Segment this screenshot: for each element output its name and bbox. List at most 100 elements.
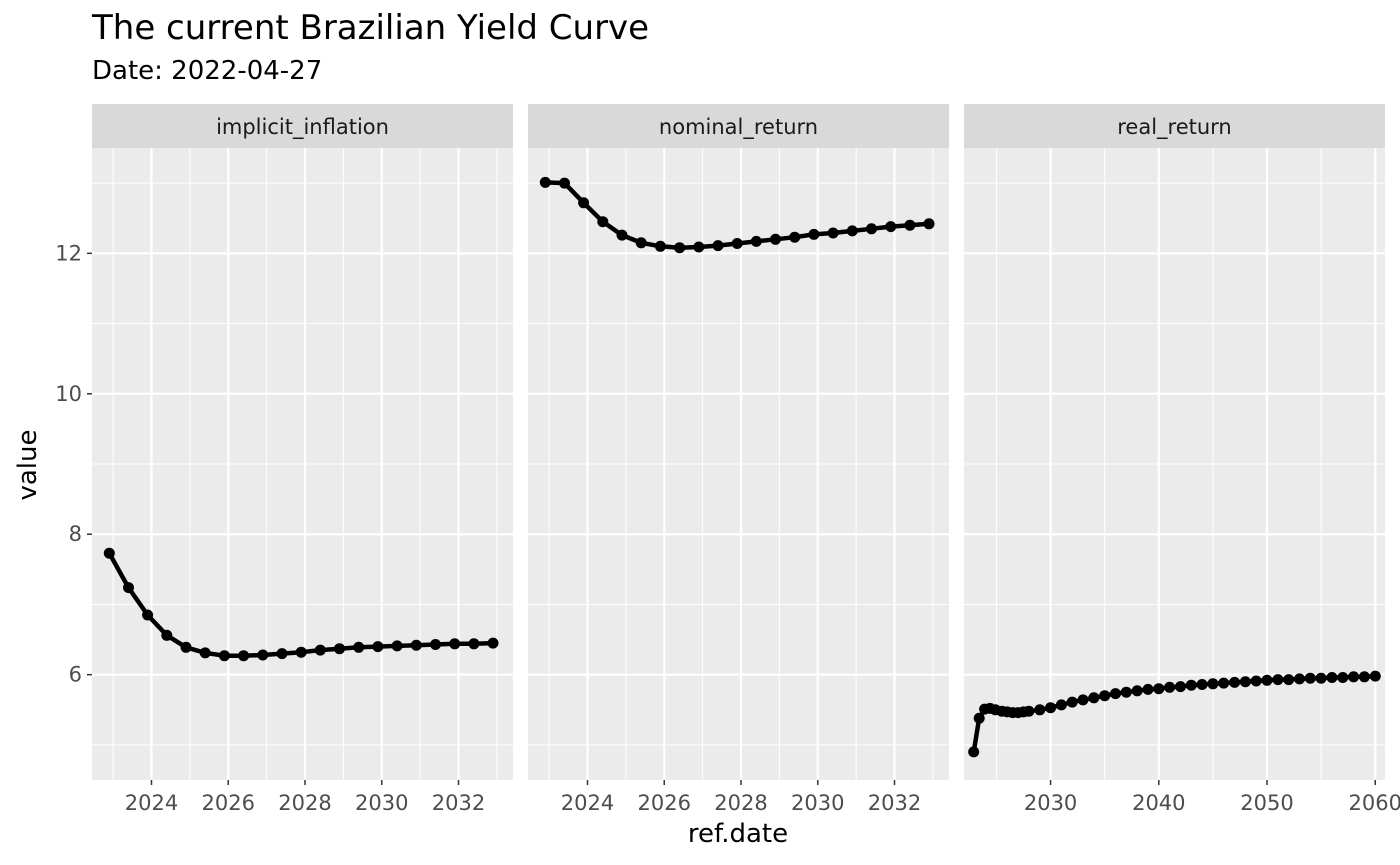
- data-point: [180, 641, 192, 653]
- facet-strip-label: nominal_return: [659, 115, 818, 140]
- chart-title: The current Brazilian Yield Curve: [92, 8, 650, 48]
- data-point: [1294, 673, 1305, 685]
- data-point: [885, 221, 897, 233]
- x-tick-label: 2040: [1132, 791, 1185, 815]
- x-tick-label: 2028: [714, 791, 767, 815]
- data-point: [1196, 679, 1208, 690]
- data-point: [1218, 677, 1230, 689]
- data-point: [923, 218, 935, 230]
- data-point: [314, 644, 326, 656]
- data-point: [654, 240, 666, 252]
- x-tick-label: 2032: [868, 791, 921, 815]
- facet-strip: [528, 104, 949, 148]
- data-point: [1239, 676, 1251, 688]
- data-point: [1164, 681, 1176, 693]
- data-point: [866, 223, 877, 235]
- data-point: [1088, 692, 1100, 704]
- y-tick-label: 12: [55, 241, 82, 265]
- data-point: [904, 219, 916, 231]
- data-point: [468, 638, 480, 650]
- data-point: [770, 233, 781, 245]
- x-tick-label: 2024: [125, 791, 178, 815]
- y-tick-label: 6: [69, 663, 82, 687]
- data-point: [712, 240, 724, 252]
- data-point: [635, 237, 647, 249]
- data-point: [1229, 676, 1241, 688]
- data-point: [238, 650, 250, 662]
- data-point: [1369, 670, 1381, 682]
- data-point: [559, 177, 570, 189]
- data-point: [1131, 685, 1143, 697]
- x-tick-label: 2028: [278, 791, 331, 815]
- data-point: [731, 238, 743, 249]
- data-point: [487, 637, 499, 649]
- data-point: [1326, 672, 1338, 683]
- y-tick-label: 10: [55, 382, 82, 406]
- x-tick-label: 2026: [202, 791, 255, 815]
- x-tick-label: 2030: [791, 791, 844, 815]
- data-point: [1185, 679, 1197, 691]
- data-point: [789, 231, 801, 243]
- data-point: [1337, 672, 1349, 683]
- data-point: [103, 547, 115, 559]
- data-point: [827, 227, 839, 239]
- data-point: [1358, 671, 1370, 683]
- chart-subtitle: Date: 2022-04-27: [92, 56, 323, 86]
- data-point: [1315, 672, 1327, 684]
- data-point: [218, 650, 230, 662]
- data-point: [295, 646, 307, 658]
- data-point: [1153, 683, 1165, 695]
- x-tick-label: 2060: [1349, 791, 1400, 815]
- y-tick-label: 8: [69, 522, 82, 546]
- data-point: [372, 641, 384, 653]
- data-point: [1034, 704, 1046, 716]
- facet-strip: [92, 104, 513, 148]
- data-point: [1099, 690, 1111, 702]
- data-point: [808, 228, 820, 240]
- data-point: [1045, 702, 1057, 714]
- data-point: [1055, 699, 1067, 711]
- data-point: [1348, 671, 1360, 683]
- data-point: [276, 648, 288, 660]
- data-point: [161, 629, 173, 641]
- data-point: [391, 640, 403, 652]
- x-tick-label: 2030: [1024, 791, 1077, 815]
- x-axis-label: ref.date: [687, 819, 789, 849]
- data-point: [1261, 674, 1273, 686]
- data-point: [973, 712, 985, 724]
- data-point: [1023, 705, 1035, 717]
- data-point: [353, 641, 365, 653]
- facet-strip-label: implicit_inflation: [216, 115, 389, 140]
- data-point: [1250, 675, 1262, 687]
- data-point: [142, 609, 154, 621]
- data-point: [1066, 696, 1078, 708]
- data-point: [1175, 681, 1186, 693]
- x-tick-label: 2024: [561, 791, 614, 815]
- data-point: [1207, 678, 1219, 690]
- data-point: [846, 225, 858, 237]
- data-point: [334, 643, 345, 655]
- data-point: [539, 176, 551, 188]
- data-point: [430, 639, 441, 650]
- data-point: [1283, 674, 1295, 686]
- facet-strip-label: real_return: [1117, 115, 1232, 140]
- data-point: [123, 582, 134, 594]
- data-point: [257, 649, 269, 661]
- data-point: [674, 242, 686, 254]
- data-point: [693, 241, 705, 253]
- data-point: [597, 216, 609, 228]
- data-point: [616, 229, 628, 241]
- x-tick-label: 2030: [355, 791, 408, 815]
- data-point: [449, 638, 461, 650]
- x-tick-label: 2026: [638, 791, 691, 815]
- data-point: [1142, 683, 1154, 695]
- data-point: [1077, 694, 1089, 706]
- data-point: [578, 197, 590, 209]
- data-point: [1304, 672, 1316, 684]
- data-point: [199, 647, 211, 659]
- data-point: [1110, 688, 1121, 700]
- data-point: [410, 639, 422, 651]
- x-tick-label: 2050: [1240, 791, 1293, 815]
- data-point: [1120, 686, 1132, 698]
